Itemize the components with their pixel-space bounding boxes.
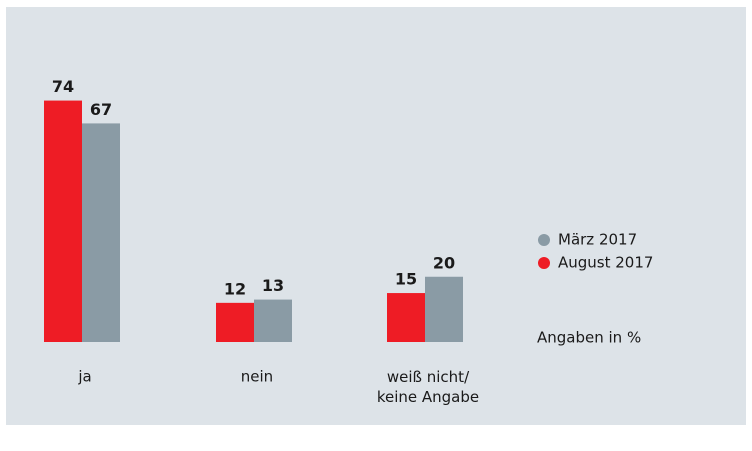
x-tick-label: weiß nicht/keine Angabe: [377, 368, 479, 406]
bar: [425, 276, 463, 342]
bar: [254, 299, 292, 342]
value-label: 74: [52, 77, 74, 96]
legend-label: März 2017: [558, 231, 637, 249]
bar: [387, 293, 425, 342]
x-tick-label: nein: [241, 368, 273, 386]
value-label: 67: [90, 100, 112, 119]
legend-marker: [538, 234, 550, 246]
bar: [82, 123, 120, 342]
value-label: 13: [262, 276, 284, 295]
legend-marker: [538, 257, 550, 269]
annotation: Angaben in %: [537, 329, 641, 347]
bar: [44, 100, 82, 342]
x-tick-label: ja: [77, 368, 91, 386]
bar: [216, 302, 254, 342]
value-label: 12: [224, 279, 246, 298]
value-label: 20: [433, 253, 455, 272]
value-label: 15: [395, 270, 417, 289]
panel: [6, 7, 746, 425]
legend-label: August 2017: [558, 254, 653, 272]
